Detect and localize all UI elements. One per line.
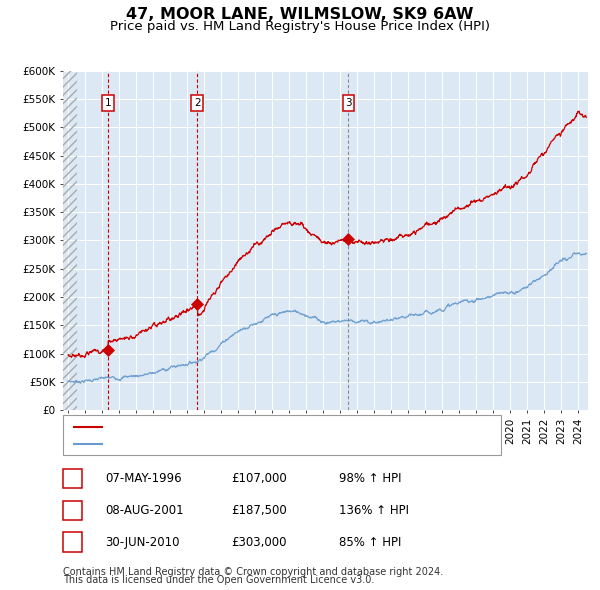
Text: 2: 2 <box>69 504 76 517</box>
Text: 1: 1 <box>69 472 76 485</box>
Text: 85% ↑ HPI: 85% ↑ HPI <box>339 536 401 549</box>
Text: £187,500: £187,500 <box>231 504 287 517</box>
Text: Price paid vs. HM Land Registry's House Price Index (HPI): Price paid vs. HM Land Registry's House … <box>110 20 490 33</box>
Text: Contains HM Land Registry data © Crown copyright and database right 2024.: Contains HM Land Registry data © Crown c… <box>63 567 443 577</box>
Text: £303,000: £303,000 <box>231 536 287 549</box>
Text: 47, MOOR LANE, WILMSLOW, SK9 6AW (semi-detached house): 47, MOOR LANE, WILMSLOW, SK9 6AW (semi-d… <box>109 422 458 432</box>
Text: 07-MAY-1996: 07-MAY-1996 <box>105 472 182 485</box>
Text: 47, MOOR LANE, WILMSLOW, SK9 6AW: 47, MOOR LANE, WILMSLOW, SK9 6AW <box>127 7 473 22</box>
Text: £107,000: £107,000 <box>231 472 287 485</box>
Text: This data is licensed under the Open Government Licence v3.0.: This data is licensed under the Open Gov… <box>63 575 374 585</box>
Text: 98% ↑ HPI: 98% ↑ HPI <box>339 472 401 485</box>
Text: HPI: Average price, semi-detached house, Cheshire East: HPI: Average price, semi-detached house,… <box>109 439 422 449</box>
Text: 30-JUN-2010: 30-JUN-2010 <box>105 536 179 549</box>
Text: 3: 3 <box>345 98 352 108</box>
Text: 3: 3 <box>69 536 76 549</box>
Text: 2: 2 <box>194 98 200 108</box>
Text: 08-AUG-2001: 08-AUG-2001 <box>105 504 184 517</box>
Text: 136% ↑ HPI: 136% ↑ HPI <box>339 504 409 517</box>
Text: 1: 1 <box>105 98 112 108</box>
